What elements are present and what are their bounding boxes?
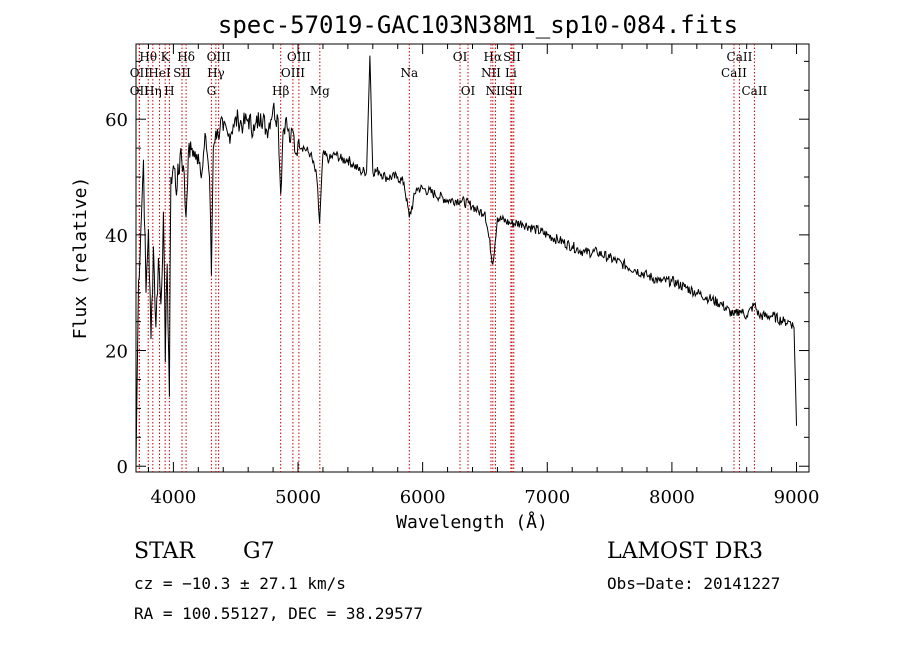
spectral-line-label: Mg	[310, 84, 330, 98]
spectral-line-label: Li	[505, 66, 517, 80]
spectral-line-label: Hα	[484, 50, 503, 64]
spectral-line-label: Na	[400, 66, 418, 80]
flux-spectrum-line	[135, 55, 797, 467]
spectral-line-label: NII	[485, 84, 505, 98]
spectral-line-label: SII	[173, 66, 191, 80]
x-tick-label: 5000	[275, 487, 321, 508]
spectral-line-label: K	[161, 50, 171, 64]
y-tick-label: 40	[105, 226, 128, 247]
spectral-line-label: Hη	[144, 84, 162, 98]
spectral-line-label: NII	[481, 66, 501, 80]
spectral-line-label: OI	[461, 84, 476, 98]
x-tick-label: 4000	[150, 487, 196, 508]
survey-name: LAMOST DR3	[607, 539, 763, 564]
spectral-line-label: Hγ	[207, 66, 225, 80]
y-tick-label: 20	[105, 342, 128, 363]
spectral-line-label: SII	[505, 84, 523, 98]
axis-ticks	[136, 44, 809, 472]
x-tick-label: 8000	[649, 487, 695, 508]
ra-dec: RA = 100.55127, DEC = 38.29577	[134, 604, 423, 623]
object-class: STAR	[134, 539, 195, 564]
spectral-line-label: HeI	[148, 66, 171, 80]
x-tick-label: 9000	[774, 487, 820, 508]
spectral-line-label: OII	[130, 84, 150, 98]
chart-title: spec-57019-GAC103N38M1_sp10-084.fits	[218, 11, 738, 39]
axis-tick-labels: 4000 5000 6000 7000 8000 9000 0 20 40 60	[105, 110, 819, 508]
x-tick-label: 6000	[400, 487, 446, 508]
spectral-line-label: CaII	[727, 50, 753, 64]
spectral-line-label: OI	[453, 50, 468, 64]
spectral-line-label: OIII	[281, 66, 305, 80]
spectral-line-label: CaII	[721, 66, 747, 80]
spectral-line-label: OIII	[207, 50, 231, 64]
redshift-cz: cz = −10.3 ± 27.1 km/s	[134, 574, 346, 593]
spectral-line-label: OIII	[287, 50, 311, 64]
observation-date: Obs−Date: 20141227	[607, 574, 781, 593]
spectral-line-label: Hβ	[272, 84, 289, 98]
spectral-line-label: G	[207, 84, 217, 98]
x-axis-label: Wavelength (Å)	[396, 511, 548, 533]
spectral-line-label: CaII	[741, 84, 767, 98]
x-tick-label: 7000	[524, 487, 570, 508]
spectral-line-label: Hθ	[139, 50, 157, 64]
y-tick-label: 0	[117, 457, 128, 478]
y-axis-label: Flux (relative)	[70, 177, 91, 340]
plot-frame	[135, 43, 810, 473]
spectral-line-label: H	[164, 84, 174, 98]
y-tick-label: 60	[105, 110, 128, 131]
spectral-line-label: Hδ	[177, 50, 195, 64]
spectral-line-label: SII	[503, 50, 521, 64]
object-subclass: G7	[243, 539, 275, 564]
